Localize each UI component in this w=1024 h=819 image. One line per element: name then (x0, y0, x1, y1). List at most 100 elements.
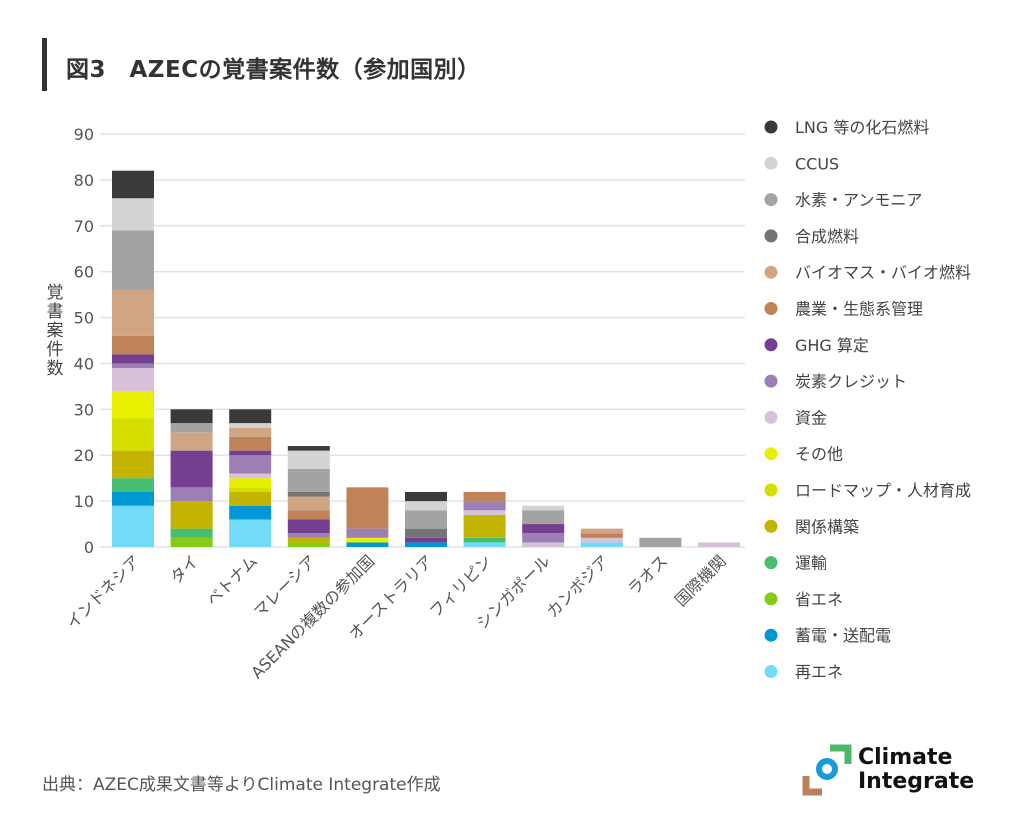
source-note: 出典：AZEC成果文書等よりClimate Integrate作成 (42, 775, 441, 795)
bar-segment (580, 528, 623, 534)
legend-label: 省エネ (795, 590, 843, 609)
legend-label: その他 (795, 445, 843, 464)
y-tick-label: 40 (74, 354, 94, 373)
legend-label: ロードマップ・人材育成 (795, 481, 971, 500)
bar-segment (112, 505, 154, 547)
x-tick-label: ベトナム (203, 551, 261, 609)
bar-segment (229, 427, 272, 437)
bar-segment (639, 537, 682, 547)
y-tick-label: 50 (74, 309, 94, 328)
bar-segment (463, 542, 506, 547)
bar-segment (112, 450, 154, 479)
bar-segment (346, 528, 389, 538)
bar-segment (405, 510, 447, 529)
bar-segment (522, 524, 565, 534)
bar-segment (346, 487, 389, 529)
legend-label: 合成燃料 (795, 227, 859, 246)
legend-label: GHG 算定 (795, 336, 869, 355)
x-tick-label: ラオス (624, 551, 671, 598)
bar-segment (405, 528, 447, 538)
bar-segment (112, 335, 154, 355)
bar-segment (287, 519, 330, 534)
y-axis-label-char: 件 (47, 340, 64, 360)
bar-segment (112, 290, 154, 336)
bar-segment (463, 491, 506, 502)
bar-segment (463, 501, 506, 511)
bar-segment (112, 491, 154, 506)
bar-segment (580, 542, 623, 547)
bar-segment (287, 450, 330, 469)
bar-segment (287, 496, 330, 511)
climate-integrate-logo: Climate Integrate (800, 742, 990, 800)
x-tick-label: インドネシア (63, 551, 144, 632)
y-tick-label: 80 (74, 171, 94, 190)
bar-segment (229, 455, 272, 474)
bar-segment (229, 473, 272, 479)
y-axis-label-char: 数 (47, 359, 64, 379)
bar-segment (287, 491, 330, 497)
bar-segment (287, 537, 330, 543)
bar-segment (170, 528, 213, 538)
legend-marker (764, 193, 778, 207)
logo-text-line1: Climate (858, 745, 953, 770)
bar-segment (229, 505, 272, 520)
bar-segment (287, 533, 330, 538)
bar-segment (112, 198, 154, 231)
bar-segment (229, 409, 272, 424)
bar-segment (112, 230, 154, 291)
y-tick-label: 30 (74, 400, 94, 419)
x-tick-label: 国際機関 (671, 551, 730, 610)
bar-segment (287, 542, 330, 547)
bar-segment (287, 446, 330, 451)
y-tick-label: 10 (74, 492, 94, 511)
bar-segment (112, 170, 154, 199)
legend-marker (764, 265, 778, 279)
legend-marker (764, 120, 778, 134)
bar-segment (170, 537, 213, 547)
legend-label: CCUS (795, 154, 839, 173)
bar-segment (405, 542, 447, 547)
bar-segment (170, 409, 213, 424)
x-tick-label: カンボジア (543, 551, 613, 621)
legend-label: 炭素クレジット (795, 372, 907, 391)
legend-marker (764, 556, 778, 570)
bar-segment (170, 501, 213, 529)
bar-segment (112, 478, 154, 492)
bar-segment (405, 491, 447, 502)
legend-label: 蓄電・送配電 (795, 626, 891, 645)
legend-label: バイオマス・バイオ燃料 (795, 263, 971, 282)
bar-segment (170, 423, 213, 433)
bar-segment (170, 432, 213, 451)
chart-title: 図3 AZECの覚書案件数（参加国別） (66, 57, 481, 83)
legend-marker (764, 410, 778, 424)
bar-segment (405, 501, 447, 511)
bar-segment (229, 423, 272, 428)
bar-segment (112, 354, 154, 364)
y-axis-label-char: 覚 (47, 283, 64, 303)
bar-segment (287, 510, 330, 520)
legend-marker (764, 483, 778, 497)
legend-marker (764, 628, 778, 642)
x-tick-label: タイ (166, 551, 202, 587)
bar-segment (580, 537, 623, 543)
y-tick-label: 70 (74, 217, 94, 236)
bar-segment (229, 478, 272, 488)
bar-segment (463, 510, 506, 515)
logo-mark-icon (802, 744, 852, 796)
legend-label: LNG 等の化石燃料 (795, 118, 929, 137)
legend-marker (764, 592, 778, 606)
bar-segment (698, 542, 740, 547)
bar-segment (229, 487, 272, 492)
bar-segment (463, 514, 506, 538)
bar-segment (346, 542, 389, 547)
bar-segment (112, 363, 154, 369)
bar-segment (229, 491, 272, 506)
legend-marker (764, 447, 778, 461)
bar-segment (170, 450, 213, 488)
y-tick-label: 60 (74, 263, 94, 282)
bar-segment (229, 450, 272, 456)
legend-label: 関係構築 (795, 517, 859, 536)
legend-marker (764, 374, 778, 388)
bar-segment (170, 487, 213, 502)
